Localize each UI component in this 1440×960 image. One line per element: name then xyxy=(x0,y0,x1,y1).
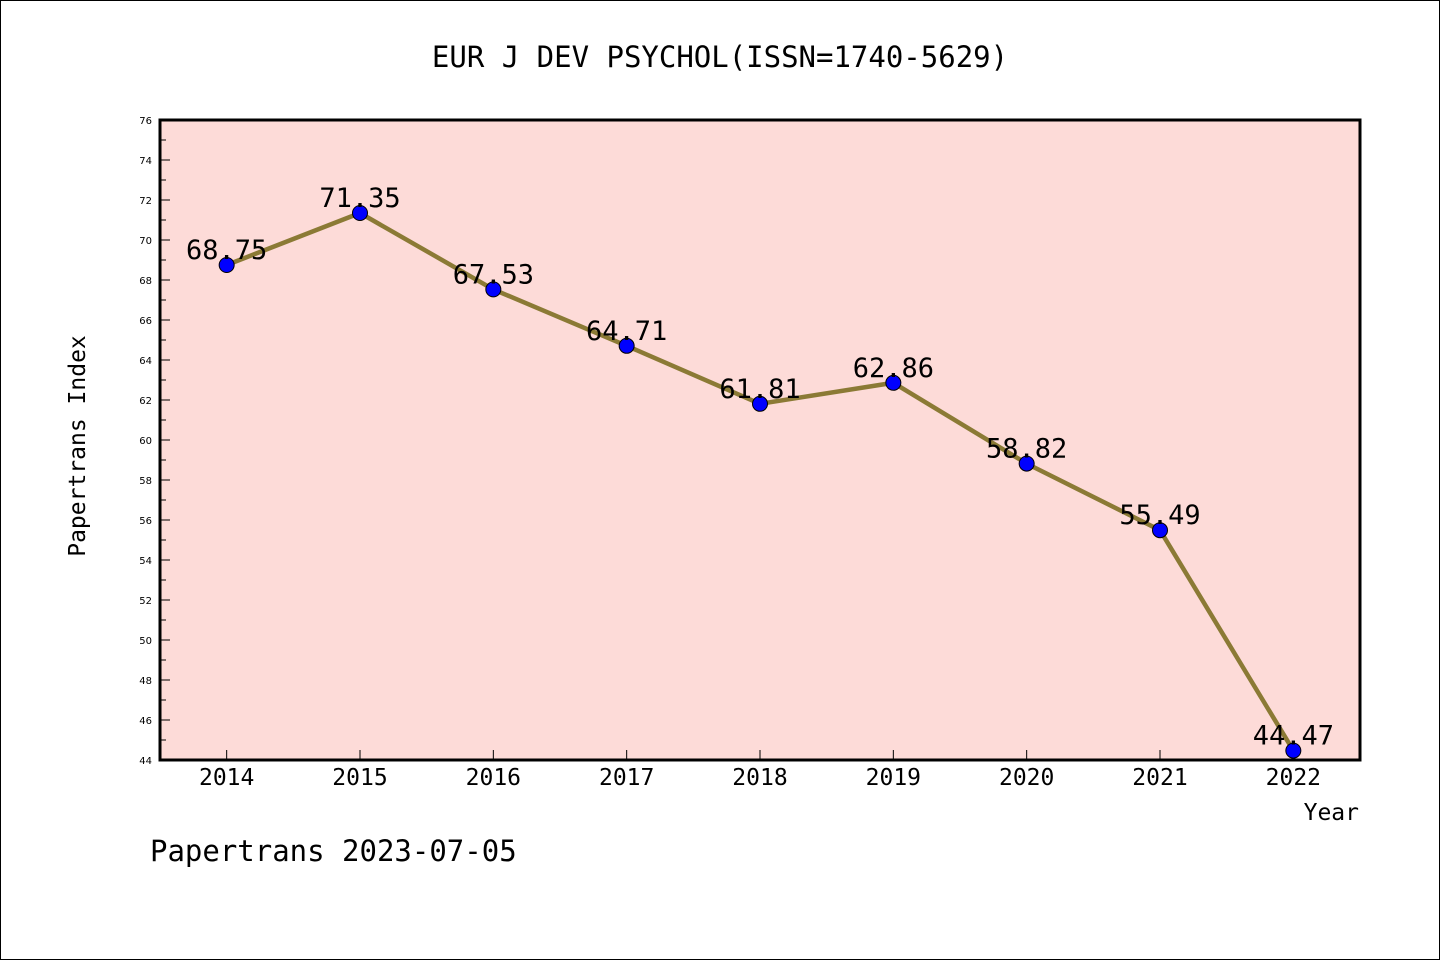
y-tick-label: 64 xyxy=(139,356,152,367)
data-label: 64.71 xyxy=(586,316,667,347)
data-label: 44.47 xyxy=(1253,721,1334,752)
plot-area xyxy=(160,120,1360,760)
data-point xyxy=(352,205,368,221)
y-tick-label: 74 xyxy=(139,156,152,167)
data-labels: 68.75 71.35 67.53 64.71 61.81 62.86 58.82 55.49… xyxy=(186,183,1334,752)
data-point xyxy=(885,374,902,391)
y-tick-label: 56 xyxy=(139,516,152,527)
plot-border xyxy=(158,118,1362,762)
data-label: 55.49 xyxy=(1119,500,1200,531)
x-tick-label: 2019 xyxy=(866,765,921,791)
data-point xyxy=(1285,742,1302,759)
data-point xyxy=(1018,455,1035,472)
y-tick-label: 44 xyxy=(139,756,152,767)
y-tick-label: 60 xyxy=(139,436,152,447)
chart-title: EUR J DEV PSYCHOL(ISSN=1740-5629) xyxy=(432,40,1008,74)
data-label: 62.86 xyxy=(853,353,934,384)
series-line-group xyxy=(218,205,1302,759)
data-point xyxy=(618,337,635,354)
footer-text: Papertrans 2023-07-05 xyxy=(150,834,517,868)
y-axis-label: Papertrans Index xyxy=(65,335,91,557)
data-label: 71.35 xyxy=(319,183,400,214)
y-tick-label: 50 xyxy=(139,636,152,647)
data-point xyxy=(1152,522,1168,539)
y-tick-label: 70 xyxy=(139,236,152,247)
y-tick-label: 72 xyxy=(139,196,152,207)
data-label: 61.81 xyxy=(719,374,800,405)
y-tick-label: 52 xyxy=(139,596,152,607)
x-tick-label: 2016 xyxy=(466,765,521,791)
x-tick-label: 2021 xyxy=(1132,765,1187,791)
x-axis-ticks: 2014 2015 2016 2017 2018 2019 2020 2021 2022 xyxy=(199,750,1321,791)
x-axis-label: Year xyxy=(1304,800,1359,826)
x-tick-label: 2017 xyxy=(599,765,654,791)
x-tick-label: 2014 xyxy=(199,765,254,791)
y-tick-label: 66 xyxy=(139,316,152,327)
x-tick-label: 2022 xyxy=(1266,765,1321,791)
y-tick-label: 54 xyxy=(139,556,152,567)
data-point xyxy=(218,257,235,273)
y-tick-label: 48 xyxy=(139,676,152,687)
y-tick-label: 46 xyxy=(139,716,152,727)
data-point xyxy=(752,395,768,412)
data-label: 68.75 xyxy=(186,235,267,266)
x-tick-label: 2020 xyxy=(999,765,1054,791)
data-label: 58.82 xyxy=(986,434,1067,465)
x-tick-label: 2015 xyxy=(332,765,387,791)
y-axis-ticks: 44 46 48 50 52 54 56 58 60 62 64 66 68 70 72 74 76 xyxy=(139,116,170,767)
y-tick-label: 68 xyxy=(139,276,152,287)
data-point xyxy=(485,281,502,298)
x-tick-label: 2018 xyxy=(732,765,787,791)
data-label: 67.53 xyxy=(453,259,534,290)
y-tick-label: 62 xyxy=(139,396,152,407)
y-tick-label: 76 xyxy=(139,116,152,127)
y-tick-label: 58 xyxy=(139,476,152,487)
